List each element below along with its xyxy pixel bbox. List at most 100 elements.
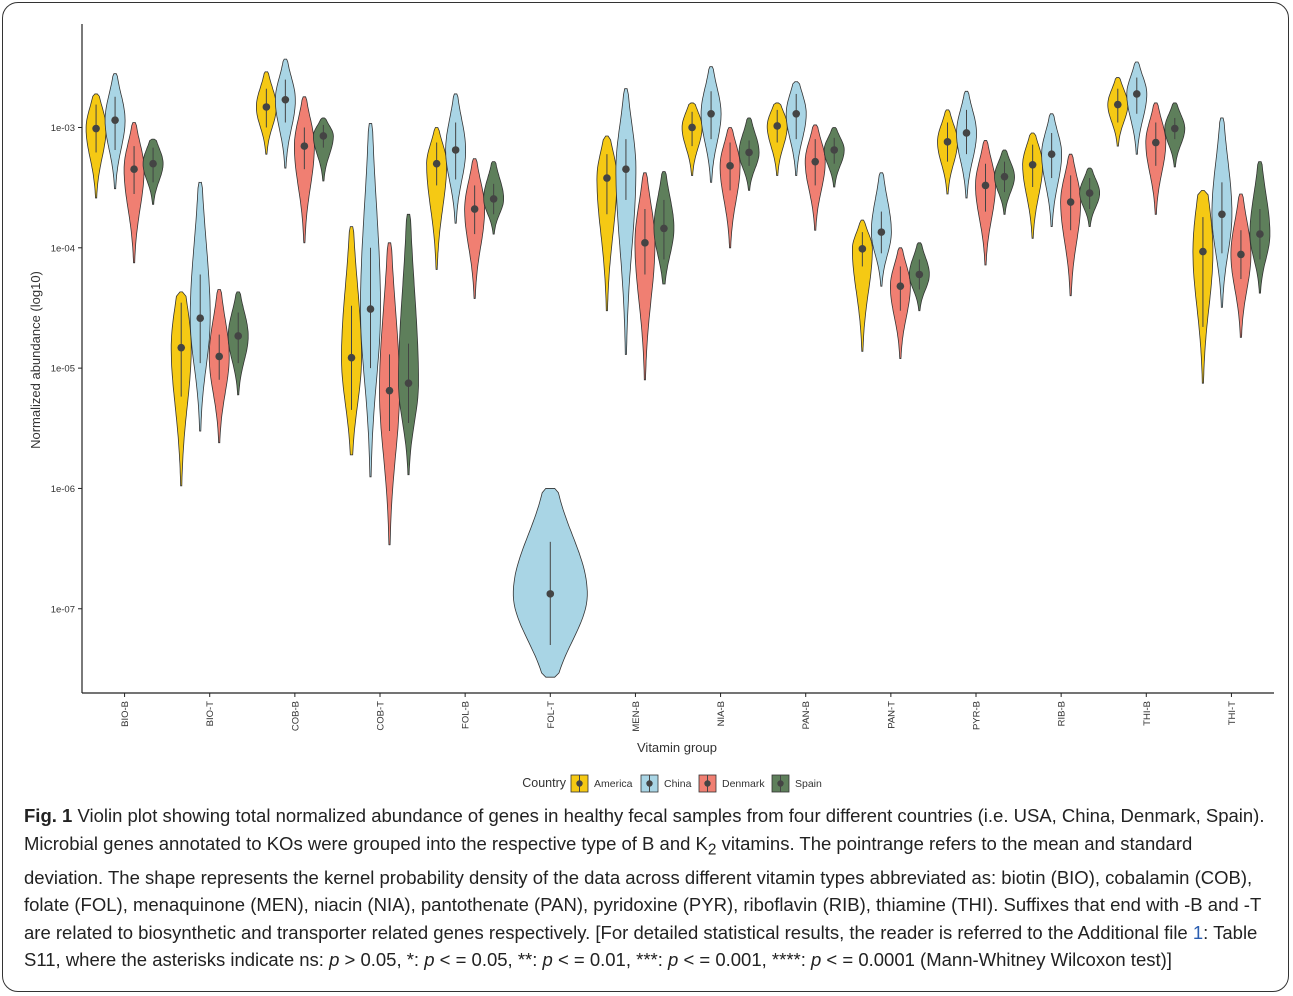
caption-text: : Table S11, where the asterisks indicat… [24, 921, 1258, 971]
mean-point-denmark-fol-b [470, 205, 479, 213]
figure-caption: Fig. 1 Violin plot showing total normali… [24, 802, 1272, 974]
mean-point-denmark-pyr-b [981, 181, 990, 190]
x-tick-label: BIO-T [205, 701, 216, 727]
mean-point-china-thi-t [1218, 210, 1226, 219]
mean-point-china-pyr-b [962, 129, 971, 137]
x-tick-label: PYR-B [972, 701, 983, 730]
mean-point-america-pyr-b [943, 138, 952, 146]
mean-point-denmark-rib-b [1066, 198, 1075, 206]
mean-point-spain-men-b [660, 224, 668, 233]
x-tick-label: MEN-B [631, 701, 642, 732]
violin-denmark-cob-b [294, 96, 315, 244]
y-axis-label: Normalized abundance (log10) [28, 271, 43, 449]
x-tick-label: THI-T [1227, 701, 1238, 725]
mean-point-spain-cob-t [404, 379, 413, 387]
mean-point-spain-cob-b [319, 132, 328, 140]
violin-china-men-b [615, 88, 637, 355]
p-symbol: p [542, 949, 553, 971]
x-tick-label: RIB-B [1057, 701, 1068, 726]
mean-point-spain-pyr-b [1000, 172, 1009, 181]
violin-america-fol-b [426, 127, 447, 270]
caption-text: < = 0.0001 (Mann-Whitney Wilcoxon test)] [821, 949, 1172, 971]
mean-point-spain-pan-t [915, 270, 924, 279]
caption-text: vitamins. The pointrange refers to the m… [24, 832, 1261, 943]
y-tick-label: 1e-06 [51, 484, 75, 495]
p-symbol: p [329, 949, 340, 971]
mean-point-america-pan-b [773, 122, 782, 130]
p-symbol: p [424, 949, 435, 971]
mean-point-spain-pan-b [830, 146, 839, 154]
y-tick-label: 1e-03 [51, 123, 75, 134]
y-tick-label: 1e-05 [51, 364, 75, 375]
mean-point-china-fol-b [451, 146, 460, 154]
caption-text: < = 0.01, ***: [552, 949, 669, 971]
caption-subscript: 2 [707, 841, 717, 859]
mean-point-denmark-bio-b [130, 165, 138, 174]
mean-point-denmark-men-b [641, 239, 649, 247]
legend-label-spain: Spain [795, 778, 822, 790]
mean-point-america-men-b [603, 174, 611, 182]
mean-point-china-pan-t [877, 228, 886, 236]
mean-point-spain-thi-b [1170, 124, 1179, 133]
plot-area [85, 58, 1271, 678]
caption-text: > 0.05, *: [339, 949, 425, 971]
mean-point-america-fol-b [432, 159, 441, 168]
legend-key-point [704, 780, 711, 787]
legend-key-point [576, 780, 583, 787]
mean-point-china-nia-b [707, 109, 715, 118]
mean-point-china-thi-b [1132, 90, 1141, 98]
violin-spain-cob-b [313, 117, 334, 182]
mean-point-spain-rib-b [1085, 189, 1094, 197]
additional-file-link[interactable]: 1 [1192, 921, 1204, 943]
mean-point-china-bio-b [111, 116, 119, 124]
mean-point-america-thi-b [1113, 100, 1122, 109]
mean-point-denmark-pan-t [896, 282, 905, 290]
mean-point-denmark-bio-t [215, 352, 224, 361]
violin-denmark-men-b [634, 172, 656, 381]
mean-point-spain-bio-b [149, 159, 157, 168]
mean-point-denmark-cob-t [385, 386, 394, 395]
legend-key-point [777, 780, 784, 787]
caption-text: < = 0.05, **: [434, 949, 543, 971]
mean-point-denmark-cob-b [300, 142, 309, 150]
mean-point-china-fol-t [546, 590, 555, 598]
legend-label-denmark: Denmark [722, 778, 765, 790]
x-axis: BIO-B BIO-T COB-B COB-T FOL-B FOL-T MEN-B NIA-B… [82, 692, 1274, 732]
x-tick-label: PAN-B [801, 701, 812, 729]
x-tick-label: COB-B [290, 701, 301, 731]
legend: Country America China Denmark Spain [522, 774, 822, 793]
x-tick-label: NIA-B [716, 701, 727, 726]
x-axis-label: Vitamin group [637, 740, 717, 755]
mean-point-china-cob-b [281, 95, 290, 104]
mean-point-spain-thi-t [1256, 230, 1264, 238]
legend-label-china: China [664, 778, 692, 790]
x-tick-label: PAN-T [886, 701, 897, 729]
mean-point-denmark-thi-t [1237, 250, 1245, 259]
violin-chart: 1e-07 1e-06 1e-05 1e-04 1e-03 BIO-B BIO-T COB-… [28, 24, 1274, 793]
mean-point-china-rib-b [1047, 150, 1056, 158]
p-symbol: p [811, 949, 822, 971]
mean-point-america-cob-t [347, 353, 356, 362]
x-tick-label: BIO-B [120, 701, 131, 727]
legend-title: Country [522, 776, 567, 790]
mean-point-spain-fol-b [489, 195, 498, 203]
figure-label: Fig. 1 [24, 805, 73, 826]
p-symbol: p [668, 949, 679, 971]
mean-point-spain-bio-t [234, 332, 243, 340]
mean-point-america-bio-b [92, 124, 100, 133]
legend-label-america: America [594, 778, 633, 790]
mean-point-china-men-b [622, 165, 630, 174]
y-axis: 1e-07 1e-06 1e-05 1e-04 1e-03 [51, 24, 83, 693]
mean-point-spain-nia-b [745, 148, 753, 157]
mean-point-america-rib-b [1028, 160, 1037, 169]
mean-point-america-thi-t [1199, 247, 1207, 256]
x-tick-label: FOL-B [461, 701, 472, 729]
mean-point-china-pan-b [792, 109, 801, 118]
mean-point-america-bio-t [177, 343, 186, 352]
x-tick-label: FOL-T [546, 701, 557, 729]
y-tick-label: 1e-07 [51, 604, 75, 615]
mean-point-china-bio-t [196, 314, 205, 322]
caption-text: < = 0.001, ****: [678, 949, 811, 971]
x-tick-label: COB-T [376, 701, 387, 731]
violin-america-pan-t [852, 219, 873, 352]
